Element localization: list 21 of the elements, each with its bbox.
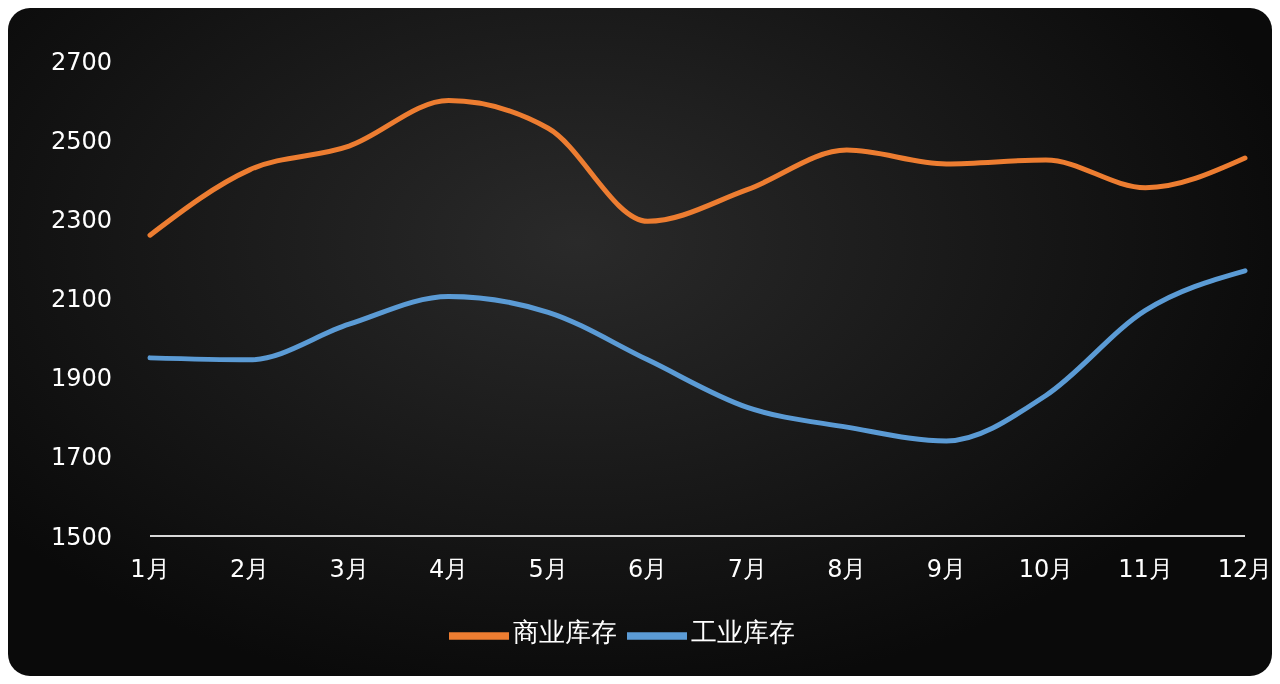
y-tick-label: 2300 <box>50 205 112 234</box>
y-tick-label: 2100 <box>50 285 112 314</box>
y-tick-label: 2700 <box>50 47 112 76</box>
x-tick-label: 11月 <box>1118 555 1173 584</box>
x-tick-label: 5月 <box>528 555 568 584</box>
x-tick-label: 8月 <box>827 555 867 584</box>
x-tick-label: 12月 <box>1217 555 1273 584</box>
x-tick-label: 6月 <box>628 555 668 584</box>
x-tick-label: 7月 <box>727 555 767 584</box>
y-tick-label: 1900 <box>50 364 112 393</box>
legend-label: 工业库存 <box>690 616 795 647</box>
x-tick-label: 4月 <box>429 555 469 584</box>
legend-label: 商业库存 <box>512 616 617 647</box>
y-tick-label: 1700 <box>50 443 112 472</box>
x-tick-label: 9月 <box>926 555 966 584</box>
y-tick-label: 2500 <box>50 126 112 155</box>
x-tick-label: 2月 <box>229 555 270 584</box>
x-tick-label: 3月 <box>329 555 369 584</box>
x-tick-label: 1月 <box>130 555 170 584</box>
y-tick-label: 1500 <box>50 522 112 551</box>
x-tick-label: 10月 <box>1018 555 1074 584</box>
